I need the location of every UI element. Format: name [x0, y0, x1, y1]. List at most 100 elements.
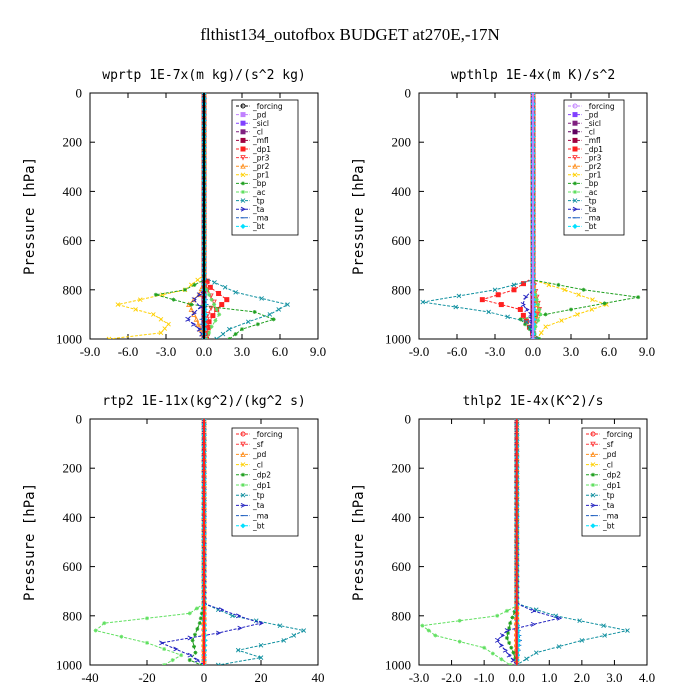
legend-entry: _dp1 — [586, 481, 621, 490]
x-tick-label: -3.0 — [156, 344, 177, 359]
legend-entry: _pd — [236, 110, 267, 119]
legend-marker — [591, 483, 595, 487]
legend-entry: _forcing — [568, 102, 615, 111]
x-tick-label: 3.0 — [606, 670, 622, 685]
legend-marker — [240, 451, 246, 457]
data-point — [523, 322, 528, 327]
legend-marker — [240, 492, 246, 498]
legend-entry: _mfl — [568, 136, 601, 145]
data-point — [511, 287, 517, 293]
legend-marker — [240, 523, 246, 529]
legend-marker — [240, 155, 246, 161]
legend-entry: _ma — [586, 511, 619, 520]
data-point — [159, 640, 165, 646]
data-point — [506, 631, 511, 636]
legend-entry: _dp2 — [236, 471, 271, 480]
data-point — [237, 625, 243, 631]
data-point — [420, 299, 426, 305]
data-point — [530, 608, 537, 614]
series-line — [203, 93, 289, 339]
y-tick-label: 400 — [63, 510, 83, 525]
data-point — [301, 628, 307, 633]
series-group — [420, 419, 630, 665]
legend-label: _ta — [252, 501, 264, 510]
y-tick-label: 0 — [405, 86, 412, 101]
series-line — [94, 419, 205, 665]
legend-label: _pd — [584, 110, 599, 119]
data-point — [191, 310, 197, 316]
legend-marker — [240, 163, 246, 169]
legend-entry: _pd — [236, 450, 267, 459]
x-tick-label: 9.0 — [639, 344, 655, 359]
data-point — [506, 652, 512, 658]
legend-label: _tp — [602, 491, 615, 500]
legend-label: _pd — [602, 450, 617, 459]
data-point — [198, 616, 203, 621]
y-tick-label: 200 — [63, 461, 83, 476]
y-axis-label: Pressure [hPa] — [22, 157, 38, 275]
x-tick-label: 6.0 — [601, 344, 617, 359]
data-point — [562, 287, 567, 293]
legend-label: _sf — [252, 440, 264, 449]
figure-title: flthist134_outofbox BUDGET at270E,-17N — [200, 25, 500, 44]
data-point — [511, 650, 516, 655]
data-point — [202, 311, 208, 317]
legend-label: _pr1 — [252, 171, 270, 180]
legend-entry: _dp1 — [568, 145, 603, 154]
data-point — [531, 311, 537, 317]
data-point — [538, 330, 544, 336]
data-point — [240, 327, 244, 332]
legend-label: _cl — [584, 128, 595, 137]
data-point — [498, 642, 505, 648]
series-group — [93, 419, 307, 665]
data-point — [218, 607, 225, 613]
panel-title: thlp2 1E-4x(K^2)/s — [463, 394, 604, 409]
data-point — [536, 318, 541, 323]
data-point — [521, 281, 526, 287]
data-point — [216, 290, 222, 296]
legend-marker — [240, 198, 246, 203]
y-tick-label: 1000 — [385, 658, 411, 673]
legend-entry: _cl — [236, 460, 263, 469]
data-point — [523, 294, 529, 300]
data-point — [197, 621, 202, 626]
data-point — [577, 618, 583, 624]
data-point — [194, 606, 199, 611]
data-point — [213, 318, 218, 323]
y-tick-label: 200 — [63, 135, 83, 150]
data-point — [210, 313, 216, 319]
legend-marker — [240, 137, 246, 143]
legend-marker — [590, 451, 596, 457]
legend-label: _pr3 — [584, 153, 602, 162]
legend-marker — [590, 523, 596, 529]
panel-title: wpthlp 1E-4x(m K)/s^2 — [451, 68, 615, 83]
legend-marker — [590, 431, 596, 437]
legend-marker — [240, 129, 246, 135]
legend-marker — [572, 129, 578, 135]
data-point — [235, 647, 241, 653]
data-point — [556, 615, 563, 621]
data-point — [507, 640, 512, 645]
data-point — [520, 302, 526, 307]
x-tick-label: 40 — [312, 670, 325, 685]
data-point — [195, 626, 200, 631]
data-point — [183, 287, 187, 292]
data-point — [187, 652, 193, 658]
data-point — [512, 609, 517, 614]
data-point — [538, 312, 543, 317]
data-point — [252, 309, 257, 314]
legend: _forcing_pd_sicl_cl_mfl_dp1_pr3_pr2_pr1_… — [231, 99, 299, 236]
legend-marker — [590, 492, 596, 498]
x-tick-label: 9.0 — [310, 344, 326, 359]
data-point — [518, 317, 523, 322]
data-point — [145, 616, 149, 621]
data-point — [187, 611, 192, 616]
legend-entry: _ta — [568, 205, 596, 214]
data-point — [530, 622, 537, 627]
legend-marker — [591, 472, 595, 477]
data-point — [524, 307, 530, 312]
legend-label: _tp — [252, 196, 265, 205]
data-point — [188, 306, 195, 312]
data-point — [534, 336, 540, 339]
legend-marker — [572, 206, 579, 212]
